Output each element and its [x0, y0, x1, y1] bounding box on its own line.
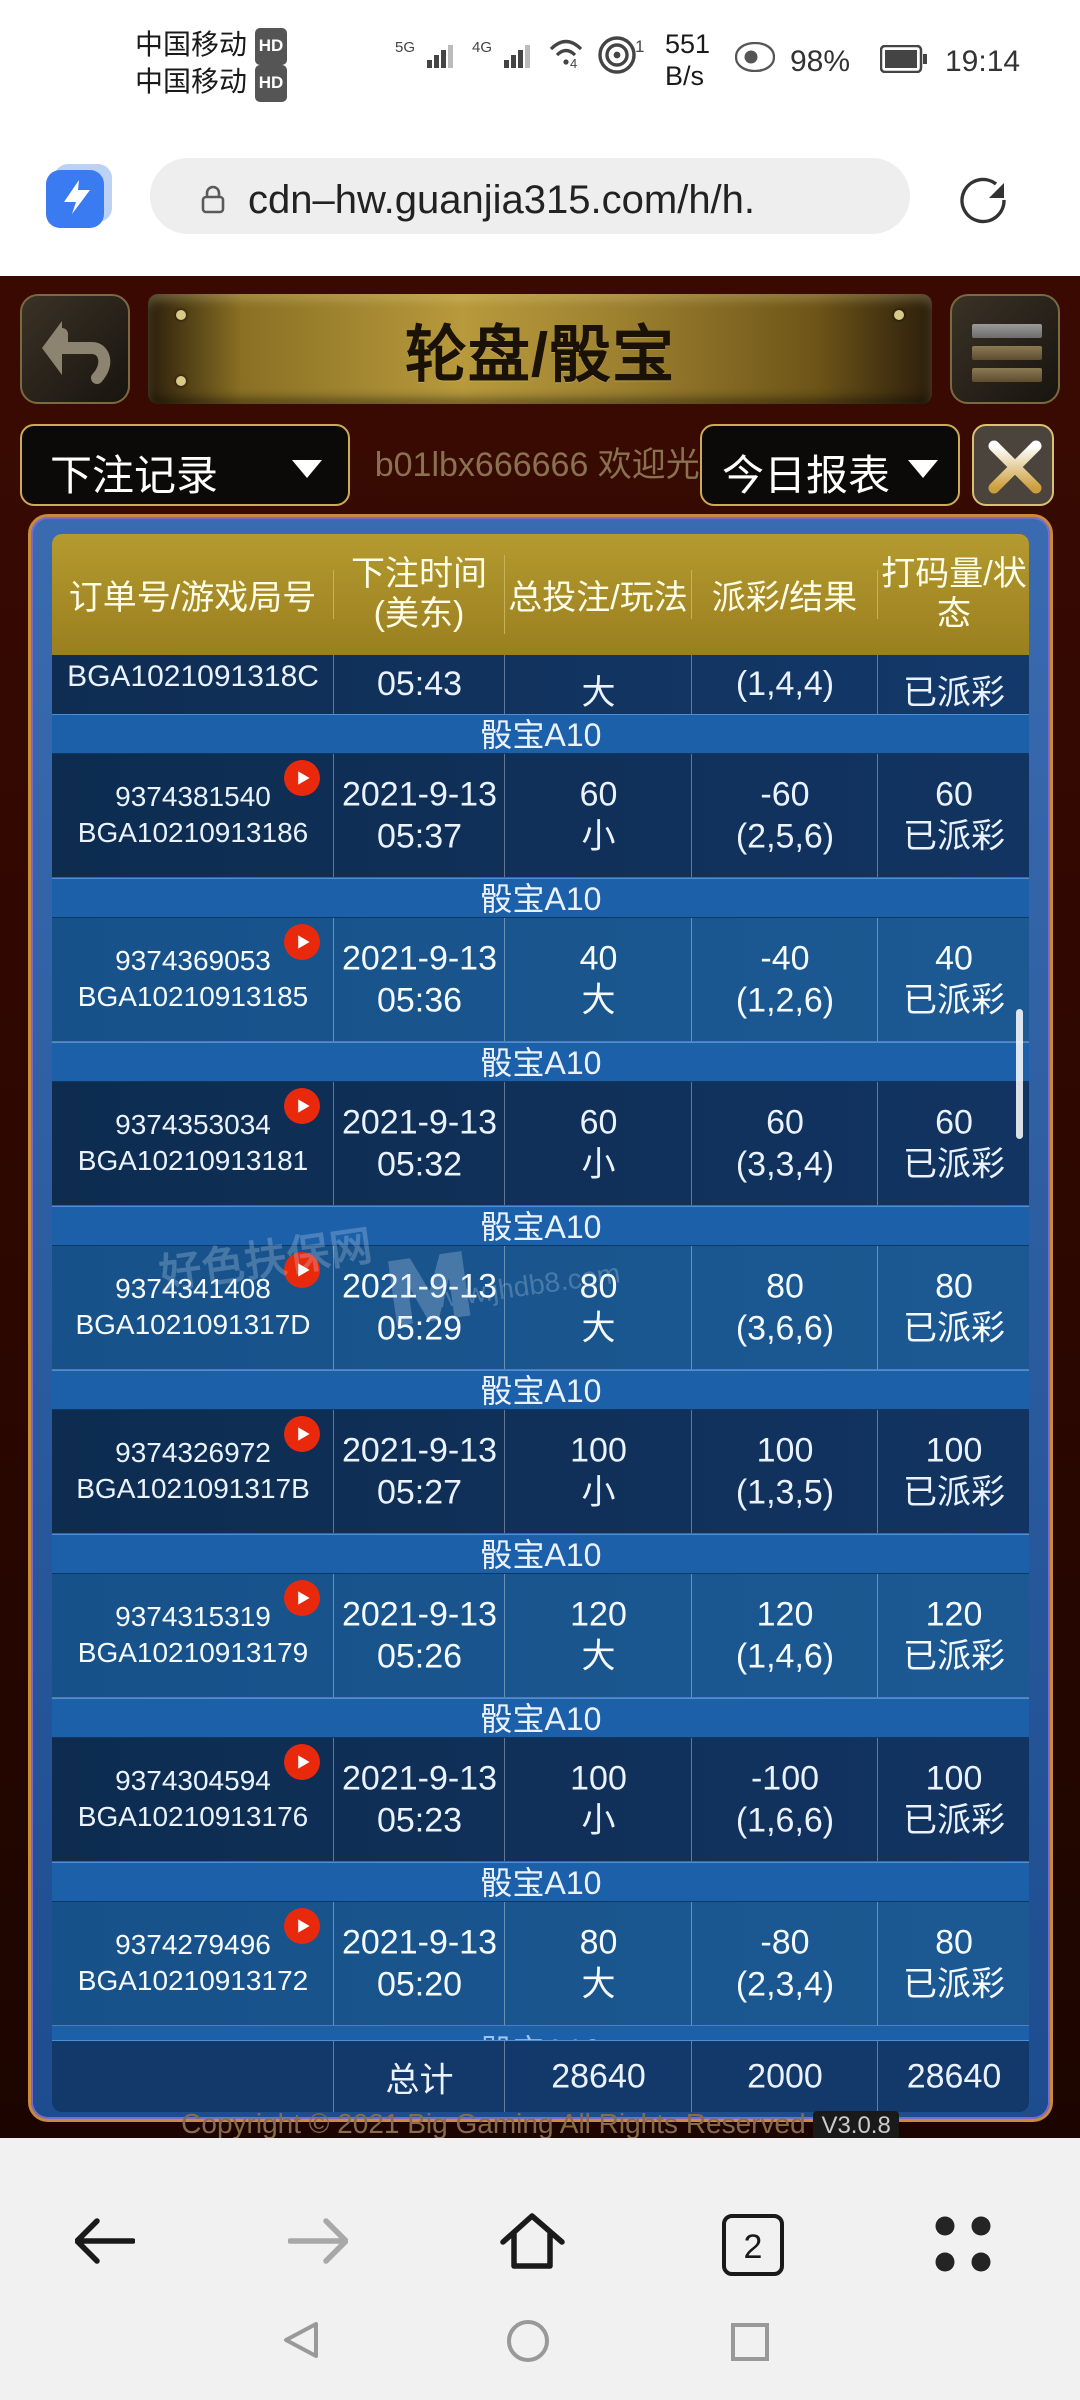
svg-text:5G: 5G	[395, 39, 415, 56]
svg-text:4G: 4G	[472, 39, 492, 56]
svg-text:1: 1	[635, 37, 644, 56]
svg-text:4: 4	[570, 56, 577, 71]
